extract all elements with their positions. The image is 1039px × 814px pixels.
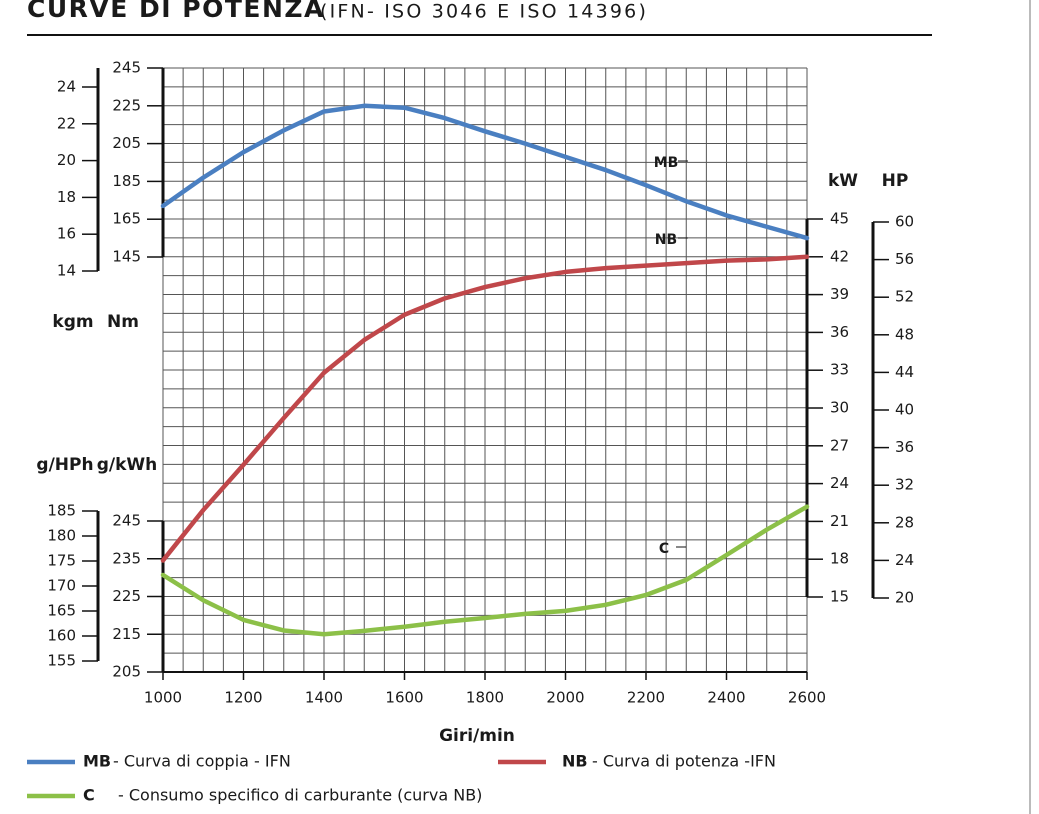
y-tick-label: 22 xyxy=(57,114,76,132)
y-tick-label: 160 xyxy=(47,627,76,645)
y-tick-label: 155 xyxy=(47,652,76,670)
x-tick-label: 1400 xyxy=(305,689,343,707)
series-line xyxy=(160,254,810,563)
y-tick-label: 165 xyxy=(112,210,141,228)
y-tick-label: 180 xyxy=(47,527,76,545)
y-tick-label: 24 xyxy=(895,551,914,569)
y-tick-label: 30 xyxy=(830,399,849,417)
x-tick-label: 1200 xyxy=(224,689,262,707)
y-tick-label: 185 xyxy=(47,502,76,520)
y-tick-label: 245 xyxy=(112,512,141,530)
legend-description: - Consumo specifico di carburante (curva… xyxy=(118,786,482,805)
y-tick-label: 36 xyxy=(830,323,849,341)
y-tick-label: 24 xyxy=(830,474,849,492)
axis-label: Nm xyxy=(107,312,139,332)
x-tick-label: 1600 xyxy=(385,689,423,707)
legend-description: - Curva di potenza -IFN xyxy=(592,752,776,771)
axis-label: kgm xyxy=(52,312,93,332)
y-tick-label: 48 xyxy=(895,325,914,343)
y-tick-label: 44 xyxy=(895,363,914,381)
y-tick-label: 225 xyxy=(112,587,141,605)
y-tick-label: 205 xyxy=(112,663,141,681)
y-tick-label: 175 xyxy=(47,552,76,570)
legend-name: NB xyxy=(562,752,588,771)
y-tick-label: 215 xyxy=(112,625,141,643)
series-line xyxy=(160,504,810,637)
y-tick-label: 235 xyxy=(112,549,141,567)
x-tick-label: 1800 xyxy=(466,689,504,707)
y-tick-label: 40 xyxy=(895,401,914,419)
curve-label: C xyxy=(659,541,669,557)
y-tick-label: 16 xyxy=(57,225,76,243)
y-tick-label: 245 xyxy=(112,59,141,77)
y-tick-label: 28 xyxy=(895,513,914,531)
legend-description: - Curva di coppia - IFN xyxy=(113,752,291,771)
y-tick-label: 205 xyxy=(112,134,141,152)
y-tick-label: 42 xyxy=(830,247,849,265)
y-tick-label: 27 xyxy=(830,436,849,454)
x-tick-label: 2600 xyxy=(788,689,826,707)
y-tick-label: 45 xyxy=(830,210,849,228)
axis-label: g/HPh xyxy=(36,455,93,475)
y-tick-label: 24 xyxy=(57,78,76,96)
y-tick-label: 20 xyxy=(57,151,76,169)
x-tick-label: 2400 xyxy=(707,689,745,707)
y-tick-label: 225 xyxy=(112,96,141,114)
chart-subtitle: (IFN- ISO 3046 E ISO 14396) xyxy=(320,1,648,23)
x-tick-label: 1000 xyxy=(144,689,182,707)
y-tick-label: 33 xyxy=(830,361,849,379)
y-tick-label: 145 xyxy=(112,248,141,266)
curve-label: MB xyxy=(654,155,679,171)
x-axis-label: Giri/min xyxy=(439,726,515,746)
curve-label: NB xyxy=(655,232,677,248)
y-tick-label: 39 xyxy=(830,285,849,303)
y-tick-label: 15 xyxy=(830,588,849,606)
legend-name: MB xyxy=(83,752,111,771)
y-tick-label: 52 xyxy=(895,288,914,306)
y-tick-label: 185 xyxy=(112,172,141,190)
y-tick-label: 36 xyxy=(895,438,914,456)
legend-name: C xyxy=(83,786,95,805)
chart-title: CURVE DI POTENZA xyxy=(27,0,325,23)
x-tick-label: 2200 xyxy=(627,689,665,707)
y-tick-label: 60 xyxy=(895,213,914,231)
y-tick-label: 20 xyxy=(895,589,914,607)
y-tick-label: 18 xyxy=(830,550,849,568)
y-tick-label: 165 xyxy=(47,602,76,620)
y-tick-label: 18 xyxy=(57,188,76,206)
axis-label: kW xyxy=(828,171,858,191)
axis-label: g/kWh xyxy=(97,455,158,475)
x-tick-label: 2000 xyxy=(546,689,584,707)
y-tick-label: 56 xyxy=(895,250,914,268)
y-tick-label: 32 xyxy=(895,476,914,494)
series-line xyxy=(160,103,810,241)
y-tick-label: 14 xyxy=(57,262,76,280)
y-tick-label: 170 xyxy=(47,577,76,595)
axis-label: HP xyxy=(882,171,909,191)
y-tick-label: 21 xyxy=(830,512,849,530)
